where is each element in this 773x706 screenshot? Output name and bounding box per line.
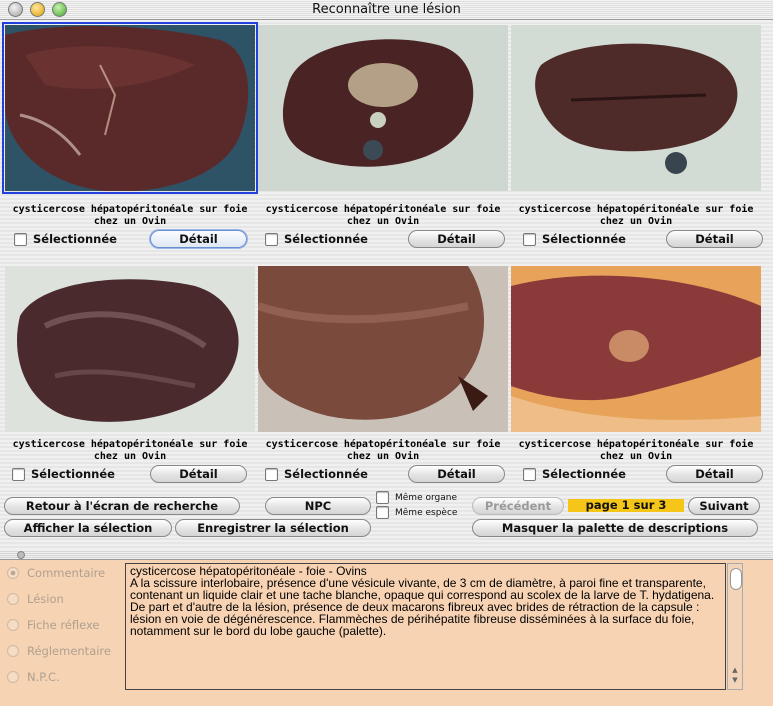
radio-dot[interactable] (7, 593, 19, 605)
radio-reglementaire[interactable]: Réglementaire (7, 644, 111, 658)
lesion-photo-3[interactable] (511, 25, 761, 191)
radio-label: N.P.C. (27, 670, 60, 684)
detail-button-2[interactable]: Détail (408, 230, 505, 248)
radio-npc[interactable]: N.P.C. (7, 670, 60, 684)
checkbox-box[interactable] (14, 232, 27, 246)
description-title: cysticercose hépatopéritonéale - foie - … (130, 564, 367, 578)
checkbox-label: Sélectionnée (542, 232, 626, 246)
scroll-down-icon[interactable]: ▼ (732, 676, 738, 684)
checkbox-label: Sélectionnée (542, 467, 626, 481)
palette-close-icon[interactable] (17, 551, 25, 559)
detail-button-5[interactable]: Détail (408, 465, 505, 483)
description-paragraph-2: De part et d'autre de la lésion, présenc… (130, 600, 703, 638)
checkbox-box[interactable] (265, 467, 278, 481)
lesion-caption-5: cysticercose hépatopéritonéale sur foie … (265, 439, 501, 462)
radio-dot[interactable] (7, 567, 19, 579)
description-paragraph-1: A la scissure interlobaire, présence d'u… (130, 576, 715, 602)
radio-dot[interactable] (7, 645, 19, 657)
select-checkbox-2[interactable]: Sélectionnée (265, 232, 368, 246)
checkbox-box[interactable] (376, 491, 389, 504)
title-bar: Reconnaître une lésion (0, 0, 773, 20)
select-checkbox-5[interactable]: Sélectionnée (265, 467, 368, 481)
lesion-photo-6[interactable] (511, 266, 761, 432)
hide-palette-button[interactable]: Masquer la palette de descriptions (472, 519, 758, 537)
checkbox-box[interactable] (12, 467, 25, 481)
select-checkbox-1[interactable]: Sélectionnée (14, 232, 117, 246)
same-organ-checkbox[interactable]: Même organe (376, 491, 457, 504)
lesion-photo-1[interactable] (2, 22, 258, 194)
radio-label: Réglementaire (27, 644, 111, 658)
back-to-search-button[interactable]: Retour à l'écran de recherche (4, 497, 240, 515)
minimize-window-button[interactable] (30, 2, 45, 17)
select-checkbox-3[interactable]: Sélectionnée (523, 232, 626, 246)
detail-button-6[interactable]: Détail (666, 465, 763, 483)
next-page-button[interactable]: Suivant (688, 497, 760, 515)
checkbox-box[interactable] (523, 232, 536, 246)
checkbox-label: Sélectionnée (31, 467, 115, 481)
lesion-caption-3: cysticercose hépatopéritonéale sur foie … (518, 204, 754, 227)
radio-dot[interactable] (7, 671, 19, 683)
checkbox-label: Sélectionnée (284, 232, 368, 246)
scroll-up-icon[interactable]: ▲ (732, 666, 738, 674)
description-text-area[interactable]: cysticercose hépatopéritonéale - foie - … (125, 563, 726, 690)
checkbox-box[interactable] (376, 506, 389, 519)
description-scrollbar[interactable]: ▲ ▼ (727, 563, 743, 690)
radio-lesion[interactable]: Lésion (7, 592, 64, 606)
checkbox-label: Même espèce (395, 507, 458, 518)
save-selection-button[interactable]: Enregistrer la sélection (175, 519, 371, 537)
radio-label: Fiche réflexe (27, 618, 100, 632)
npc-button[interactable]: NPC (265, 497, 371, 515)
window-title: Reconnaître une lésion (312, 2, 461, 17)
description-palette: Commentaire Lésion Fiche réflexe Régleme… (0, 550, 773, 706)
zoom-window-button[interactable] (52, 2, 67, 17)
lesion-photo-5[interactable] (258, 266, 508, 432)
select-checkbox-6[interactable]: Sélectionnée (523, 467, 626, 481)
scroll-thumb[interactable] (730, 568, 742, 590)
page-indicator: page 1 sur 3 (568, 499, 684, 512)
detail-button-4[interactable]: Détail (150, 465, 247, 483)
checkbox-label: Même organe (395, 492, 457, 503)
checkbox-label: Sélectionnée (284, 467, 368, 481)
radio-label: Lésion (27, 592, 64, 606)
select-checkbox-4[interactable]: Sélectionnée (12, 467, 115, 481)
previous-page-button[interactable]: Précédent (472, 497, 564, 515)
lesion-caption-6: cysticercose hépatopéritonéale sur foie … (518, 439, 754, 462)
radio-label: Commentaire (27, 566, 106, 580)
checkbox-box[interactable] (265, 232, 278, 246)
palette-title-bar[interactable] (0, 550, 773, 560)
lesion-caption-4: cysticercose hépatopéritonéale sur foie … (12, 439, 248, 462)
detail-button-1[interactable]: Détail (150, 230, 247, 248)
checkbox-box[interactable] (523, 467, 536, 481)
main-window: Reconnaître une lésion cysticercose hépa… (0, 0, 773, 550)
show-selection-button[interactable]: Afficher la sélection (4, 519, 172, 537)
lesion-photo-4[interactable] (5, 266, 255, 432)
lesion-photo-2[interactable] (258, 25, 508, 191)
lesion-caption-2: cysticercose hépatopéritonéale sur foie … (265, 204, 501, 227)
radio-commentaire[interactable]: Commentaire (7, 566, 105, 580)
same-species-checkbox[interactable]: Même espèce (376, 506, 457, 519)
close-window-button[interactable] (8, 2, 23, 17)
checkbox-label: Sélectionnée (33, 232, 117, 246)
radio-fiche-reflexe[interactable]: Fiche réflexe (7, 618, 100, 632)
detail-button-3[interactable]: Détail (666, 230, 763, 248)
lesion-caption-1: cysticercose hépatopéritonéale sur foie … (12, 204, 248, 227)
radio-dot[interactable] (7, 619, 19, 631)
